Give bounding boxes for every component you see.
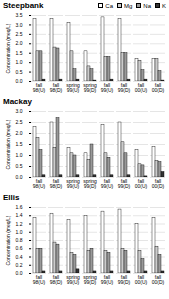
- html-text:Na: Na: [143, 2, 151, 9]
- svg-text:Concentration (meq/L): Concentration (meq/L): [5, 23, 11, 73]
- svg-text:2.0: 2.0: [16, 40, 23, 46]
- svg-text:fall00(D): fall00(D): [152, 82, 165, 93]
- svg-text:1.0: 1.0: [16, 229, 23, 235]
- svg-text:3.5: 3.5: [16, 12, 23, 18]
- svg-text:spring99(U): spring99(U): [66, 82, 80, 93]
- svg-text:0.6: 0.6: [16, 245, 23, 251]
- html-text:Ca: Ca: [105, 2, 113, 9]
- html-text:Mg: Mg: [124, 2, 133, 9]
- svg-text:fall99(U): fall99(U): [101, 178, 114, 189]
- svg-text:2.5: 2.5: [16, 31, 23, 37]
- svg-text:spring99(U): spring99(U): [66, 274, 80, 285]
- svg-text:fall98(D): fall98(D): [50, 82, 63, 93]
- svg-text:0.8: 0.8: [16, 237, 23, 243]
- svg-text:1.4: 1.4: [16, 212, 23, 218]
- svg-text:fall98(D): fall98(D): [50, 274, 63, 285]
- svg-text:1.5: 1.5: [16, 141, 23, 147]
- svg-text:fall98(D): fall98(D): [50, 178, 63, 189]
- svg-text:fall00(D): fall00(D): [152, 178, 165, 189]
- svg-text:fall00(U): fall00(U): [135, 274, 148, 285]
- html-text:Ellis: Ellis: [3, 193, 20, 202]
- svg-text:0.0: 0.0: [16, 174, 23, 180]
- svg-text:spring99(D): spring99(D): [83, 274, 97, 285]
- svg-text:0.5: 0.5: [16, 69, 23, 75]
- svg-text:fall99(D): fall99(D): [118, 178, 131, 189]
- svg-text:1.6: 1.6: [16, 204, 23, 210]
- svg-text:Concentration (meq/L): Concentration (meq/L): [5, 119, 11, 169]
- svg-text:fall00(U): fall00(U): [135, 178, 148, 189]
- svg-text:0.4: 0.4: [16, 254, 23, 260]
- svg-text:fall99(U): fall99(U): [101, 82, 114, 93]
- svg-text:fall99(U): fall99(U): [101, 274, 114, 285]
- svg-text:spring99(D): spring99(D): [83, 178, 97, 189]
- svg-text:spring99(U): spring99(U): [66, 178, 80, 189]
- svg-text:1.0: 1.0: [16, 59, 23, 65]
- html-text:Mackay: Mackay: [3, 97, 32, 106]
- svg-text:0.0: 0.0: [16, 78, 23, 84]
- svg-text:3.0: 3.0: [16, 108, 23, 114]
- svg-text:1.0: 1.0: [16, 152, 23, 158]
- svg-text:fall98(U): fall98(U): [33, 82, 46, 93]
- html-text:Steepbank: Steepbank: [3, 1, 44, 10]
- svg-text:2.0: 2.0: [16, 130, 23, 136]
- svg-text:1.2: 1.2: [16, 221, 23, 227]
- svg-text:fall98(U): fall98(U): [33, 178, 46, 189]
- svg-text:0.2: 0.2: [16, 262, 23, 268]
- svg-text:0.0: 0.0: [16, 270, 23, 276]
- svg-text:fall99(D): fall99(D): [118, 82, 131, 93]
- svg-text:1.5: 1.5: [16, 50, 23, 56]
- svg-text:fall00(U): fall00(U): [135, 82, 148, 93]
- svg-text:2.5: 2.5: [16, 119, 23, 125]
- svg-text:fall99(D): fall99(D): [118, 274, 131, 285]
- svg-text:spring99(D): spring99(D): [83, 82, 97, 93]
- svg-text:fall98(U): fall98(U): [33, 274, 46, 285]
- svg-text:3.0: 3.0: [16, 22, 23, 28]
- html-text:K: K: [162, 2, 166, 9]
- svg-text:Concentration (meq/L): Concentration (meq/L): [5, 215, 11, 265]
- svg-text:0.5: 0.5: [16, 163, 23, 169]
- svg-text:fall00(D): fall00(D): [152, 274, 165, 285]
